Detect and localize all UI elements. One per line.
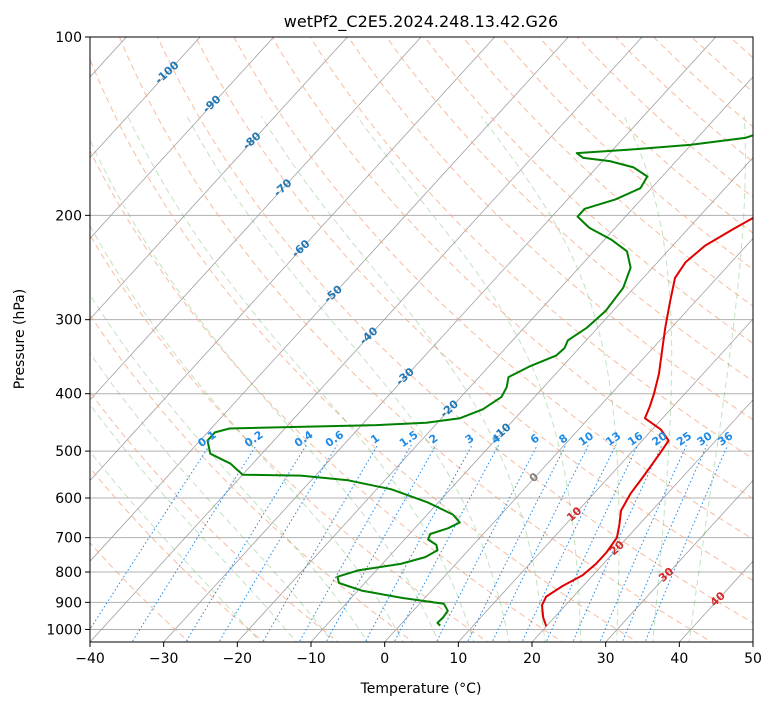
mixing-ratio-line	[325, 444, 437, 642]
y-tick-label: 200	[55, 208, 82, 224]
y-tick-label: 500	[55, 444, 82, 460]
dry-adiabat-line	[233, 37, 753, 540]
mixing-ratio-line	[298, 444, 412, 642]
x-tick-label: −30	[149, 651, 179, 667]
mixing-ratio-line	[393, 444, 500, 642]
x-tick-label: 10	[449, 651, 467, 667]
y-tick-label: 300	[55, 313, 82, 329]
plot-frame	[89, 36, 754, 643]
x-tick-label: 20	[523, 651, 541, 667]
dry-adiabat-line	[90, 58, 638, 642]
moist-adiabat-line	[90, 450, 261, 642]
mixing-ratio-line	[218, 444, 338, 642]
isotherm-line	[90, 37, 201, 159]
dry-adiabat-line	[157, 37, 753, 624]
y-tick-label: 100	[55, 30, 82, 46]
moist-adiabat-line	[688, 116, 746, 642]
background-lines	[90, 37, 753, 642]
dry-adiabat-line	[500, 37, 753, 271]
isotherm-line	[531, 399, 753, 642]
mixing-ratio-line	[644, 444, 729, 642]
isotherm-line	[90, 37, 643, 642]
dry-adiabat-line	[90, 467, 265, 642]
x-tick-label: 30	[597, 651, 615, 667]
mixing-ratio-line	[262, 444, 379, 642]
moist-adiabat-line	[260, 115, 546, 642]
dry-adiabat-line	[90, 149, 564, 642]
temperature-profile-line	[541, 216, 753, 627]
mixing-ratio-line	[435, 444, 538, 642]
dry-adiabat-line	[614, 37, 753, 163]
isotherm-line	[236, 76, 753, 642]
isotherm-line	[90, 37, 422, 401]
x-axis: −40 −30 −20 −10 0 10 20 30 40 50	[75, 642, 762, 667]
x-tick-label: 50	[744, 651, 762, 667]
y-tick-label: 700	[55, 531, 82, 547]
dry-adiabat-line	[118, 37, 713, 642]
x-axis-title: Temperature (°C)	[360, 681, 482, 697]
moist-adiabat-line	[90, 352, 333, 642]
sounding-profiles	[206, 134, 753, 627]
moist-adiabat-line	[356, 115, 582, 642]
isotherm-line	[163, 37, 717, 642]
dry-adiabat-line	[90, 314, 414, 642]
y-tick-label: 1000	[46, 622, 82, 638]
moist-adiabat-line	[127, 115, 475, 642]
moist-adiabat-line	[480, 115, 620, 642]
mixing-ratio-line	[521, 444, 617, 642]
dry-adiabat-line	[385, 37, 753, 382]
x-tick-label: 40	[670, 651, 688, 667]
dry-adiabat-line	[195, 37, 753, 582]
mixing-ratio-line	[90, 444, 211, 631]
moist-adiabat-line	[90, 224, 404, 642]
y-axis: 1000 900 800 700 600 500 400 300 200 100	[46, 30, 90, 638]
y-tick-label: 800	[55, 565, 82, 581]
moist-adiabat-line	[186, 115, 510, 642]
dewpoint-profile-line	[206, 134, 753, 627]
dry-adiabat-line	[424, 37, 753, 344]
y-axis-title: Pressure (hPa)	[12, 289, 28, 389]
isotherm-line	[605, 479, 753, 642]
x-tick-label: −20	[223, 651, 253, 667]
moist-adiabat-line	[623, 115, 673, 642]
x-tick-label: 0	[380, 651, 389, 667]
mixing-ratio-line	[599, 444, 688, 642]
chart-title: wetPf2_C2E5.2024.248.13.42.G26	[284, 12, 558, 32]
dry-adiabat-line	[347, 37, 753, 421]
dry-adiabat-line	[271, 37, 753, 500]
isotherm-line	[90, 37, 496, 482]
dry-adiabat-line	[576, 37, 753, 198]
isotherm-line	[90, 37, 275, 239]
mixing-ratio-line	[185, 444, 307, 642]
dry-adiabat-line	[90, 234, 489, 642]
y-tick-label: 900	[55, 595, 82, 611]
isotherm-line	[90, 37, 348, 320]
y-tick-label: 400	[55, 387, 82, 403]
x-tick-label: −10	[296, 651, 326, 667]
isotherm-line	[384, 237, 753, 642]
y-tick-label: 600	[55, 491, 82, 507]
x-tick-label: −40	[75, 651, 105, 667]
mixing-ratio-line	[621, 444, 708, 642]
mixing-ratio-line	[131, 444, 258, 642]
dry-adiabat-line	[538, 37, 753, 234]
mixing-ratio-line	[545, 444, 639, 642]
isotherm-line	[310, 157, 753, 642]
moist-adiabat-line	[90, 403, 297, 642]
isotherm-line	[90, 37, 569, 562]
moist-adiabat-line	[90, 138, 440, 642]
